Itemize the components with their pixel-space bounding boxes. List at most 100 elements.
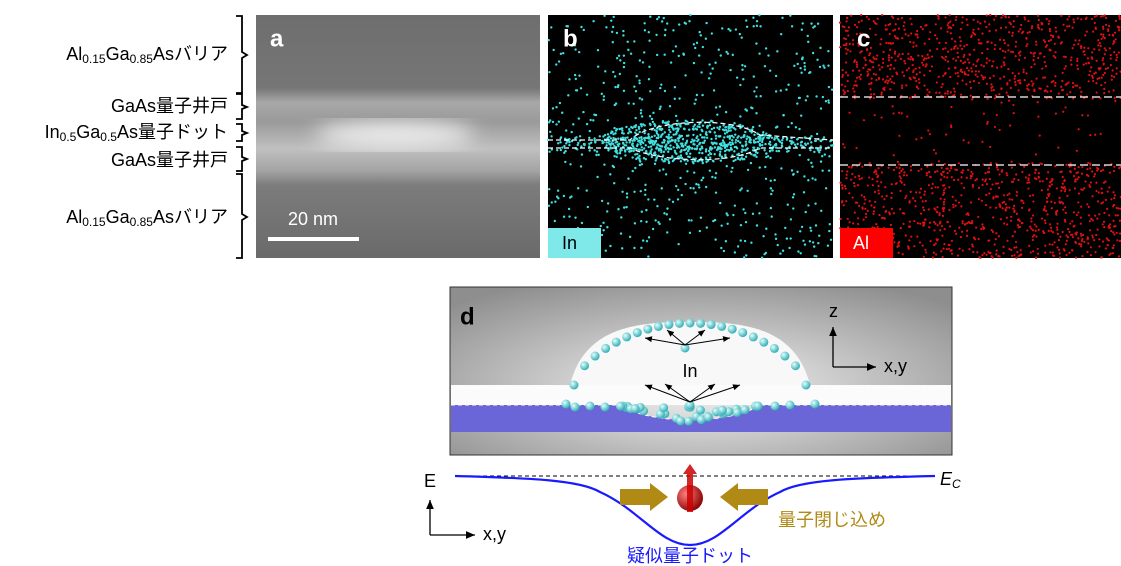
- dot: [951, 253, 953, 255]
- dot: [1037, 116, 1039, 118]
- dot: [967, 212, 969, 214]
- dot: [919, 71, 921, 73]
- dot: [616, 32, 618, 34]
- dot: [940, 198, 942, 200]
- dot: [882, 78, 884, 80]
- dot: [961, 176, 963, 178]
- atom: [733, 408, 742, 417]
- dot: [1009, 79, 1011, 81]
- dot: [1112, 34, 1114, 36]
- dot: [736, 154, 738, 156]
- dot: [698, 54, 700, 56]
- dot: [1084, 34, 1086, 36]
- dot: [651, 148, 653, 150]
- dot: [1010, 87, 1012, 89]
- dot: [845, 71, 847, 73]
- dot: [998, 93, 1000, 95]
- dot: [1038, 172, 1040, 174]
- dot: [1070, 64, 1072, 66]
- dot: [839, 46, 841, 48]
- dot: [1007, 49, 1009, 51]
- dot: [792, 207, 794, 209]
- dot: [670, 148, 672, 150]
- dot: [677, 189, 679, 191]
- dot: [645, 150, 647, 152]
- dot: [736, 76, 738, 78]
- dot: [1011, 199, 1013, 201]
- dot: [1008, 207, 1010, 209]
- dot: [727, 28, 729, 30]
- dot: [1035, 169, 1037, 171]
- dot: [1115, 38, 1117, 40]
- text-part: 0.5: [60, 130, 77, 144]
- dot: [620, 157, 622, 159]
- dot: [902, 253, 904, 255]
- dot: [1115, 59, 1117, 61]
- dot: [973, 19, 975, 21]
- dot: [961, 231, 963, 233]
- dot: [721, 27, 723, 29]
- dot: [957, 72, 959, 74]
- dot: [694, 191, 696, 193]
- dot: [693, 62, 695, 64]
- dot: [1112, 43, 1114, 45]
- dot: [624, 154, 626, 156]
- dot: [616, 141, 618, 143]
- dot: [1112, 191, 1114, 193]
- dot: [939, 212, 941, 214]
- dot: [800, 141, 802, 143]
- dot: [1097, 44, 1099, 46]
- dot: [893, 212, 895, 214]
- dot: [823, 136, 825, 138]
- dot: [799, 154, 801, 156]
- dot: [860, 74, 862, 76]
- dot: [656, 156, 658, 158]
- dot: [559, 102, 561, 104]
- dot: [685, 148, 687, 150]
- dot: [850, 15, 852, 17]
- dot: [1112, 252, 1114, 254]
- dot: [1046, 213, 1048, 215]
- dot: [680, 150, 682, 152]
- dot: [909, 97, 911, 99]
- dot: [958, 227, 960, 229]
- dot: [913, 69, 915, 71]
- dot: [924, 219, 926, 221]
- dot: [931, 55, 933, 57]
- dot: [975, 74, 977, 76]
- dot: [986, 183, 988, 185]
- dot: [689, 156, 691, 158]
- dot: [752, 126, 754, 128]
- dot: [868, 176, 870, 178]
- dot: [681, 135, 683, 137]
- dot: [1051, 207, 1053, 209]
- dot: [1112, 231, 1114, 233]
- dot: [685, 163, 687, 165]
- dot: [1081, 240, 1083, 242]
- dot: [1067, 236, 1069, 238]
- dot: [603, 82, 605, 84]
- dot: [689, 14, 691, 16]
- dot: [1093, 73, 1095, 75]
- dot: [1112, 247, 1114, 249]
- dot: [548, 39, 550, 41]
- dot: [753, 90, 755, 92]
- dot: [653, 129, 655, 131]
- dot: [869, 88, 871, 90]
- dot: [614, 132, 616, 134]
- dot: [960, 171, 962, 173]
- dot: [1019, 82, 1021, 84]
- dot: [1037, 253, 1039, 255]
- dot: [583, 29, 585, 31]
- dot: [1072, 86, 1074, 88]
- dot: [643, 157, 645, 159]
- dot: [621, 130, 623, 132]
- dot: [937, 224, 939, 226]
- atom: [591, 352, 600, 361]
- dot: [1037, 248, 1039, 250]
- panel-b: [548, 15, 833, 258]
- dot: [916, 236, 918, 238]
- dot: [1019, 254, 1021, 256]
- dot: [809, 71, 811, 73]
- dot: [551, 201, 553, 203]
